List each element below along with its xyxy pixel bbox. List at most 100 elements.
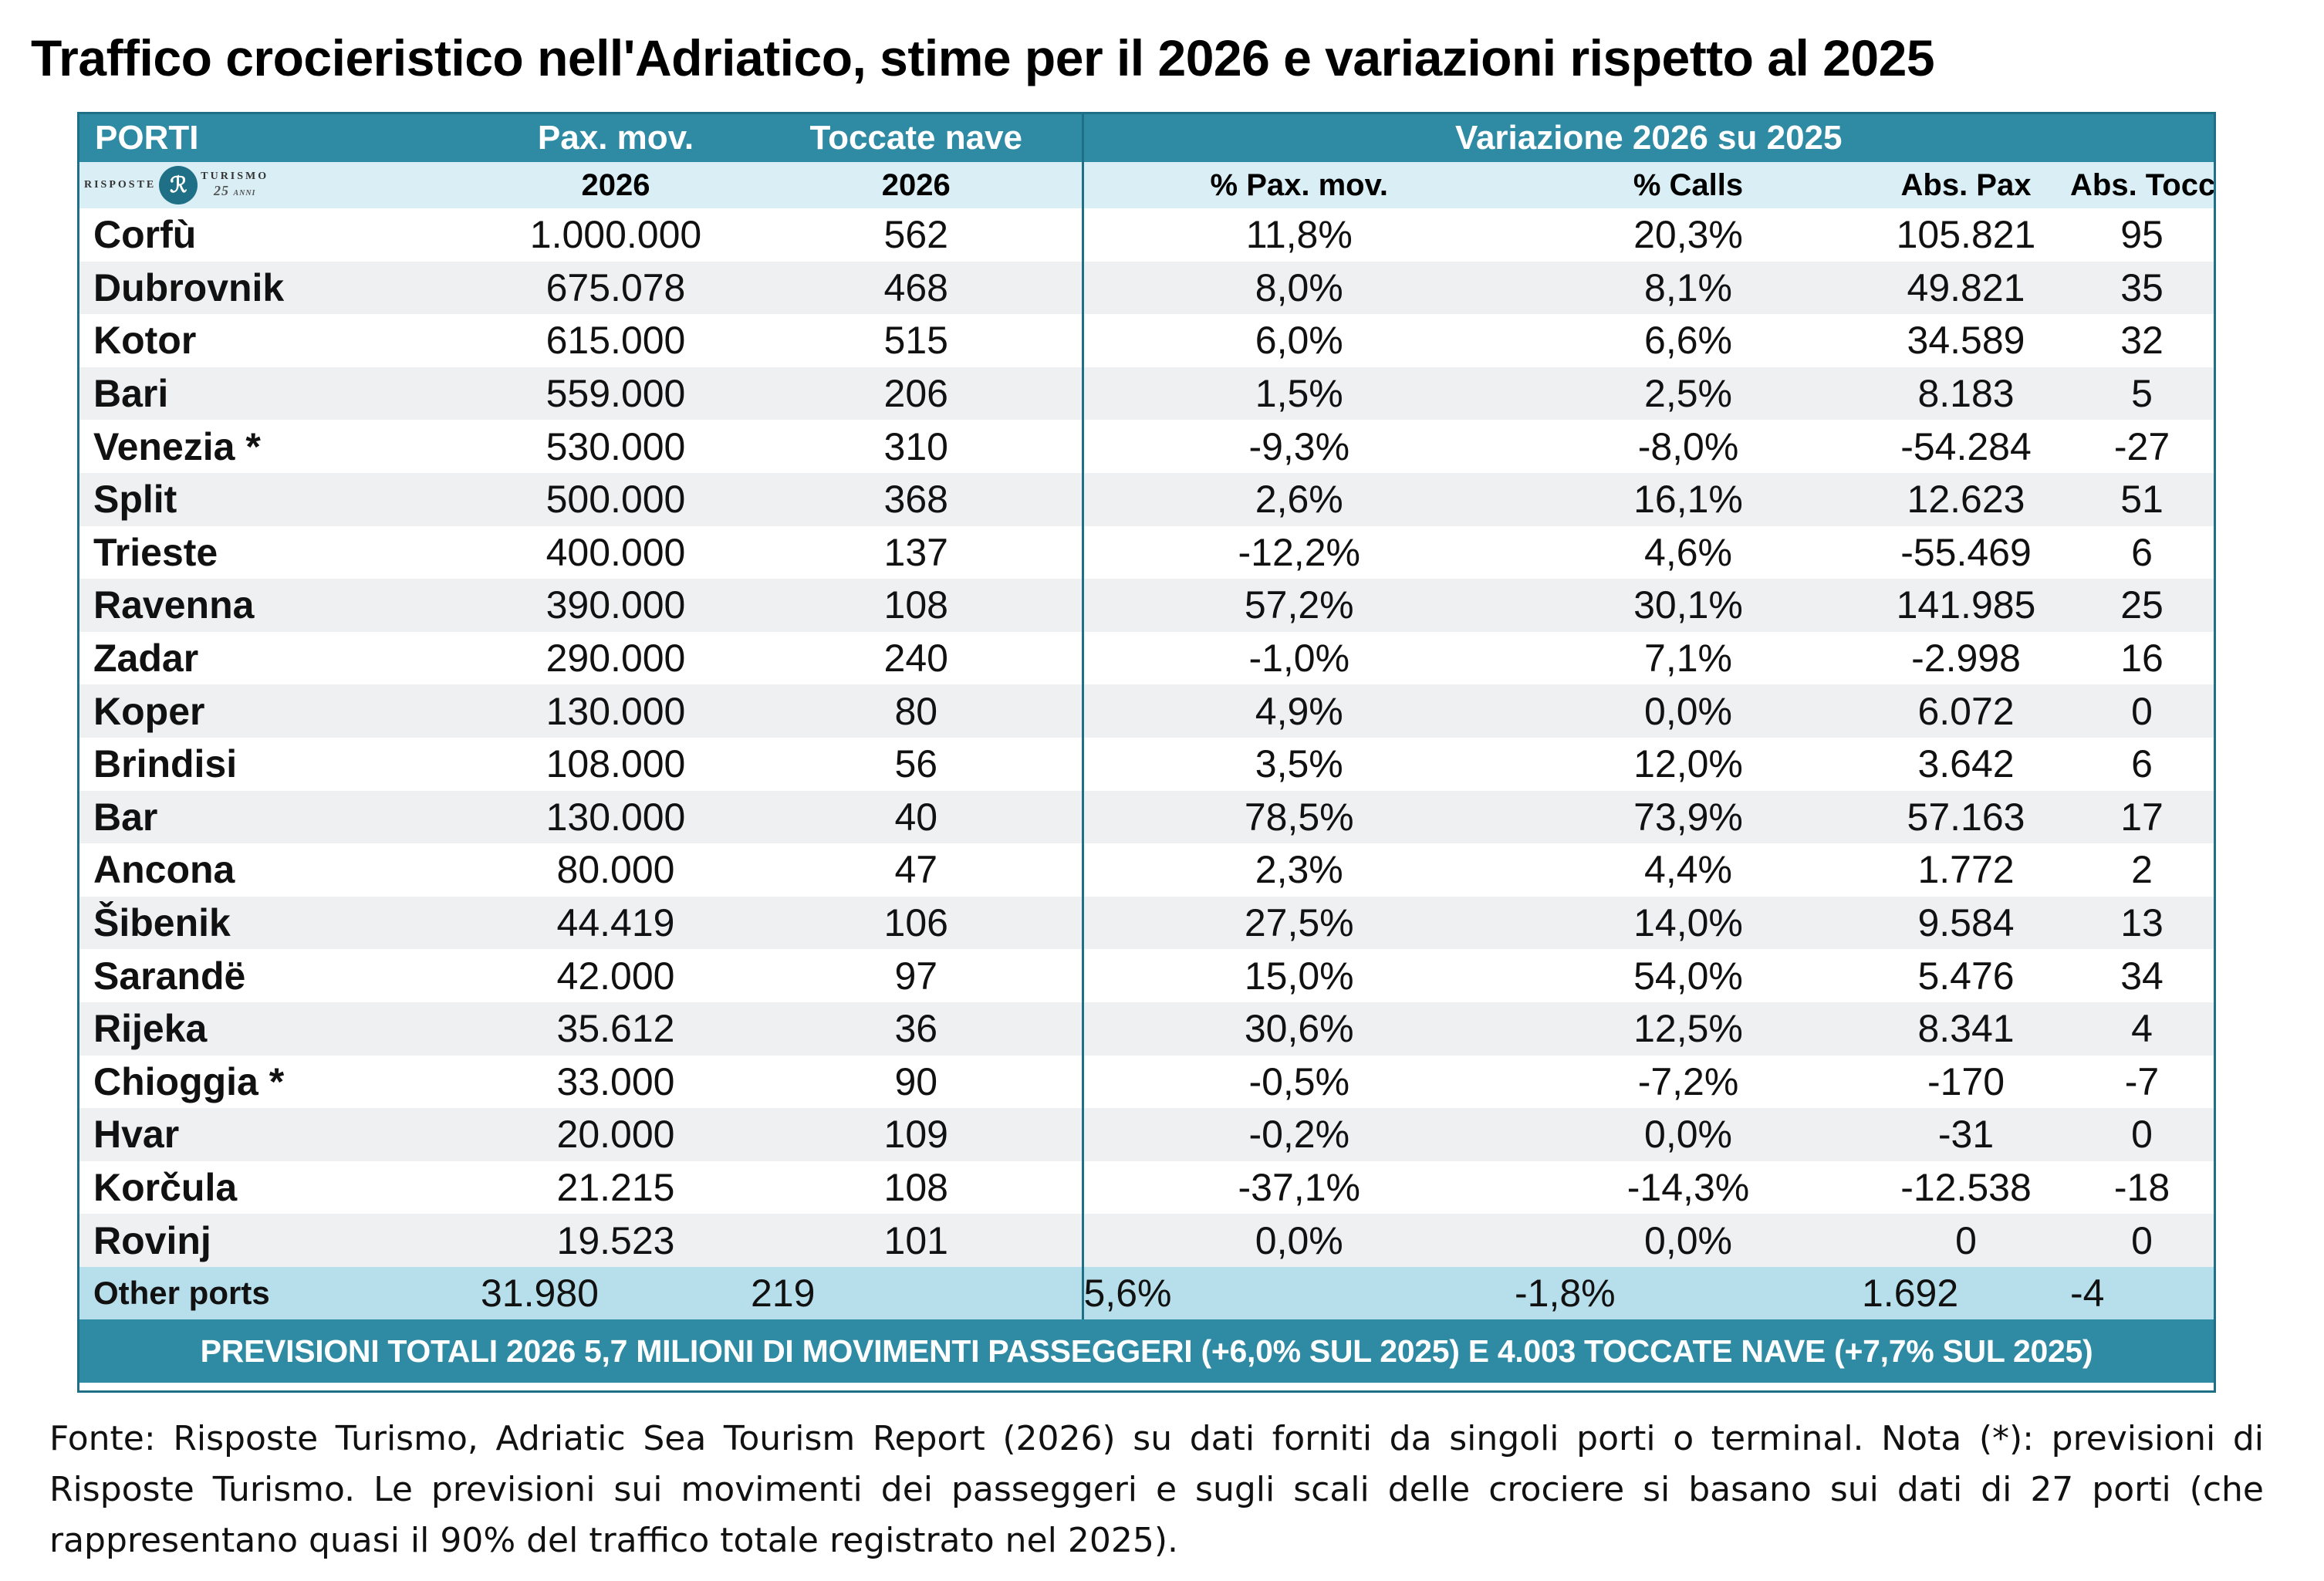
cell-abs-pax: 5.476: [1917, 954, 2015, 998]
cell-pax: 675.078: [481, 261, 751, 315]
cell-pct-pax: 78,5%: [1081, 790, 1515, 844]
table-row: Chioggia * 33.000 90 -0,5% -7,2% -170 -7: [79, 1055, 2214, 1109]
cell-pax: 31.980: [481, 1266, 751, 1319]
cell-abs-calls: 95: [2120, 213, 2164, 257]
cell-abs-calls: -4: [2070, 1266, 2214, 1319]
summary-bar: PREVISIONI TOTALI 2026 5,7 MILIONI DI MO…: [79, 1319, 2214, 1383]
col-header-porti: PORTI: [79, 114, 481, 162]
cell-abs-pax: 57.163: [1862, 790, 2070, 844]
logo-right-text: TURISMO: [201, 171, 269, 182]
cell-port: Split: [79, 472, 481, 526]
subheader-pct-pax: % Pax. mov.: [1081, 162, 1515, 208]
table-row: Other ports 31.980 219 5,6% -1,8% 1.692 -4: [79, 1266, 2214, 1319]
cell-pct-calls: 2,5%: [1515, 367, 1862, 421]
cell-pct-calls: 16,1%: [1515, 472, 1862, 526]
cell-abs-pax: -2.998: [1911, 637, 2021, 681]
cell-abs-calls: 0: [2070, 1214, 2214, 1267]
logo-cell: RISPOSTE ℛ TURISMO 25 ANNI: [79, 162, 481, 208]
logo-mark-icon: ℛ: [159, 166, 198, 204]
cell-port: Ancona: [93, 848, 235, 892]
table-row: Venezia * 530.000 310 -9,3% -8,0% -54.284 -27: [79, 420, 2214, 473]
cell-pct-calls: 0,0%: [1515, 1214, 1862, 1267]
cell-abs-calls: 25: [2070, 579, 2214, 632]
cell-pax: 80.000: [556, 848, 675, 892]
cell-calls: 56: [894, 742, 938, 786]
cell-pct-calls: 30,1%: [1515, 579, 1862, 632]
cell-calls: 80: [751, 684, 1083, 738]
cell-calls: 101: [751, 1214, 1083, 1267]
subheader-year-pax: 2026: [481, 162, 751, 208]
page-title: Traffico crocieristico nell'Adriatico, s…: [31, 29, 1935, 86]
cell-pct-calls: 12,0%: [1633, 742, 1743, 786]
cell-pax: 130.000: [481, 790, 751, 844]
source-note: Fonte: Risposte Turismo, Adriatic Sea To…: [49, 1419, 2264, 1560]
cell-pax: 108.000: [546, 742, 686, 786]
cell-pct-calls: 4,6%: [1644, 530, 1732, 574]
cell-abs-pax: 0: [1862, 1214, 2070, 1267]
cell-pax: 1.000.000: [529, 213, 702, 257]
cell-abs-calls: 4: [2070, 1002, 2214, 1056]
header-row-2: RISPOSTE ℛ TURISMO 25 ANNI 2026 2026 % P…: [79, 162, 2214, 208]
cell-port: Chioggia *: [93, 1059, 285, 1103]
cruise-traffic-table: PORTI Pax. mov. Toccate nave Variazione …: [77, 112, 2216, 1393]
cell-pax: 615.000: [546, 319, 686, 363]
cell-abs-pax: 49.821: [1862, 261, 2070, 315]
table-row: Bar 130.000 40 78,5% 73,9% 57.163 17: [79, 790, 2214, 844]
cell-abs-calls: 6: [2131, 530, 2153, 574]
cell-abs-pax: 8.341: [1862, 1002, 2070, 1056]
cell-abs-calls: 34: [2120, 954, 2164, 998]
cell-abs-calls: 13: [2070, 896, 2214, 950]
cell-pct-calls: 73,9%: [1515, 790, 1862, 844]
cell-abs-pax: 1.692: [1862, 1266, 2070, 1319]
cell-pax: 559.000: [481, 367, 751, 421]
cell-pct-pax: 2,3%: [1081, 843, 1515, 897]
cell-pct-pax: -9,3%: [1081, 420, 1515, 473]
logo-left-text: RISPOSTE: [84, 179, 157, 191]
cell-pct-pax: 57,2%: [1081, 579, 1515, 632]
cell-pct-pax: -1,0%: [1081, 631, 1515, 685]
cell-calls: 562: [883, 213, 948, 257]
cell-calls: 108: [751, 579, 1083, 632]
cell-port: Trieste: [93, 530, 218, 574]
cell-abs-pax: 1.772: [1917, 848, 2015, 892]
cell-abs-calls: 2: [2131, 848, 2153, 892]
header-row-1: PORTI Pax. mov. Toccate nave Variazione …: [79, 114, 2214, 162]
cell-pct-pax: 4,9%: [1081, 684, 1515, 738]
table-row: Brindisi 108.000 56 3,5% 12,0% 3.642 6: [79, 737, 2214, 791]
cell-abs-pax: 105.821: [1896, 213, 2036, 257]
cell-abs-calls: 5: [2070, 367, 2214, 421]
cell-pct-calls: 0,0%: [1515, 684, 1862, 738]
cell-pct-pax: 3,5%: [1081, 737, 1515, 791]
cell-pct-calls: 20,3%: [1633, 213, 1743, 257]
table-row: Bari 559.000 206 1,5% 2,5% 8.183 5: [79, 367, 2214, 421]
cell-pct-calls: -1,8%: [1515, 1266, 1862, 1319]
cell-calls: 109: [751, 1108, 1083, 1161]
cell-pax: 390.000: [481, 579, 751, 632]
table-row: Rijeka 35.612 36 30,6% 12,5% 8.341 4: [79, 1002, 2214, 1056]
cell-pax: 130.000: [481, 684, 751, 738]
table-row: Zadar 290.000 240 -1,0% 7,1% -2.998 16: [79, 631, 2214, 685]
cell-pct-pax: 15,0%: [1081, 949, 1515, 1002]
cell-abs-calls: -7: [2124, 1059, 2160, 1103]
cell-abs-pax: -31: [1862, 1108, 2070, 1161]
cell-pct-pax: 0,0%: [1081, 1214, 1515, 1267]
cell-calls: 468: [751, 261, 1083, 315]
cell-abs-calls: 17: [2070, 790, 2214, 844]
cell-pax: 500.000: [481, 472, 751, 526]
table-row: Hvar 20.000 109 -0,2% 0,0% -31 0: [79, 1108, 2214, 1161]
cell-calls: 40: [751, 790, 1083, 844]
cell-abs-calls: 35: [2070, 261, 2214, 315]
cell-abs-pax: 3.642: [1917, 742, 2015, 786]
cell-port: Hvar: [79, 1108, 481, 1161]
cell-calls: 47: [894, 848, 938, 892]
cell-abs-pax: 9.584: [1862, 896, 2070, 950]
cell-port: Rovinj: [79, 1214, 481, 1267]
cell-abs-pax: 12.623: [1862, 472, 2070, 526]
data-table: PORTI Pax. mov. Toccate nave Variazione …: [79, 114, 2214, 1319]
cell-port: Koper: [79, 684, 481, 738]
cell-calls: 90: [894, 1059, 938, 1103]
cell-abs-calls: 51: [2070, 472, 2214, 526]
cell-pax: 19.523: [481, 1214, 751, 1267]
cell-calls: 106: [751, 896, 1083, 950]
cell-abs-pax: 141.985: [1862, 579, 2070, 632]
